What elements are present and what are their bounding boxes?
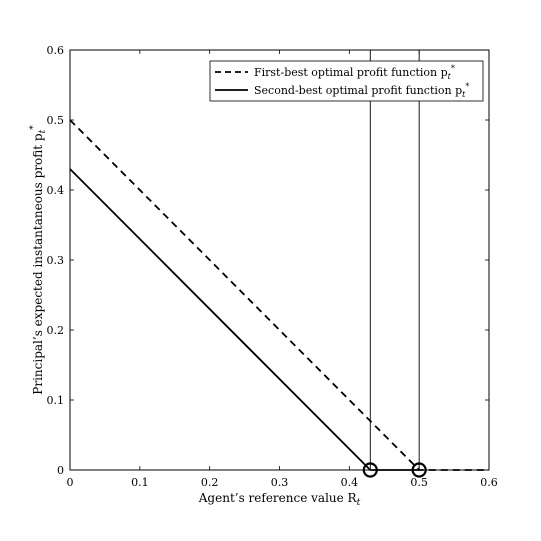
plot-layer (69, 50, 489, 478)
y-axis-label: Principal’s expected instantaneous profi… (29, 125, 48, 395)
series-line-0 (69, 119, 489, 471)
x-axis-label: Agent’s reference value Rt (198, 491, 361, 508)
x-tick-label: 0.2 (201, 476, 219, 489)
y-tick-label: 0.5 (47, 114, 65, 127)
y-tick-label: 0.3 (47, 254, 65, 267)
ticks-layer: 0 0.1 0.2 0.3 0.4 0.5 0.6 0 0.1 0.2 0.3 0.4 0.5 0.6 (47, 44, 498, 489)
x-tick-label: 0.5 (410, 476, 428, 489)
y-tick-label: 0.6 (47, 44, 65, 57)
legend-box (209, 60, 484, 102)
x-tick-label: 0.4 (341, 476, 359, 489)
legend-label-second-best: Second-best optimal profit function pt* (254, 82, 469, 99)
y-tick-label: 0.2 (47, 324, 65, 337)
legend: First-best optimal profit function pt* S… (209, 60, 484, 102)
axes-layer (69, 49, 490, 471)
series-line-1 (69, 168, 420, 471)
y-tick-label: 0.4 (47, 184, 65, 197)
plot-frame (69, 49, 490, 471)
y-tick-label: 0 (57, 464, 64, 477)
y-tick-label: 0.1 (47, 394, 65, 407)
x-tick-label: 0 (67, 476, 74, 489)
legend-label-first-best: First-best optimal profit function pt* (254, 64, 455, 81)
x-tick-label: 0.3 (271, 476, 289, 489)
x-tick-label: 0.6 (480, 476, 498, 489)
x-tick-label: 0.1 (131, 476, 149, 489)
